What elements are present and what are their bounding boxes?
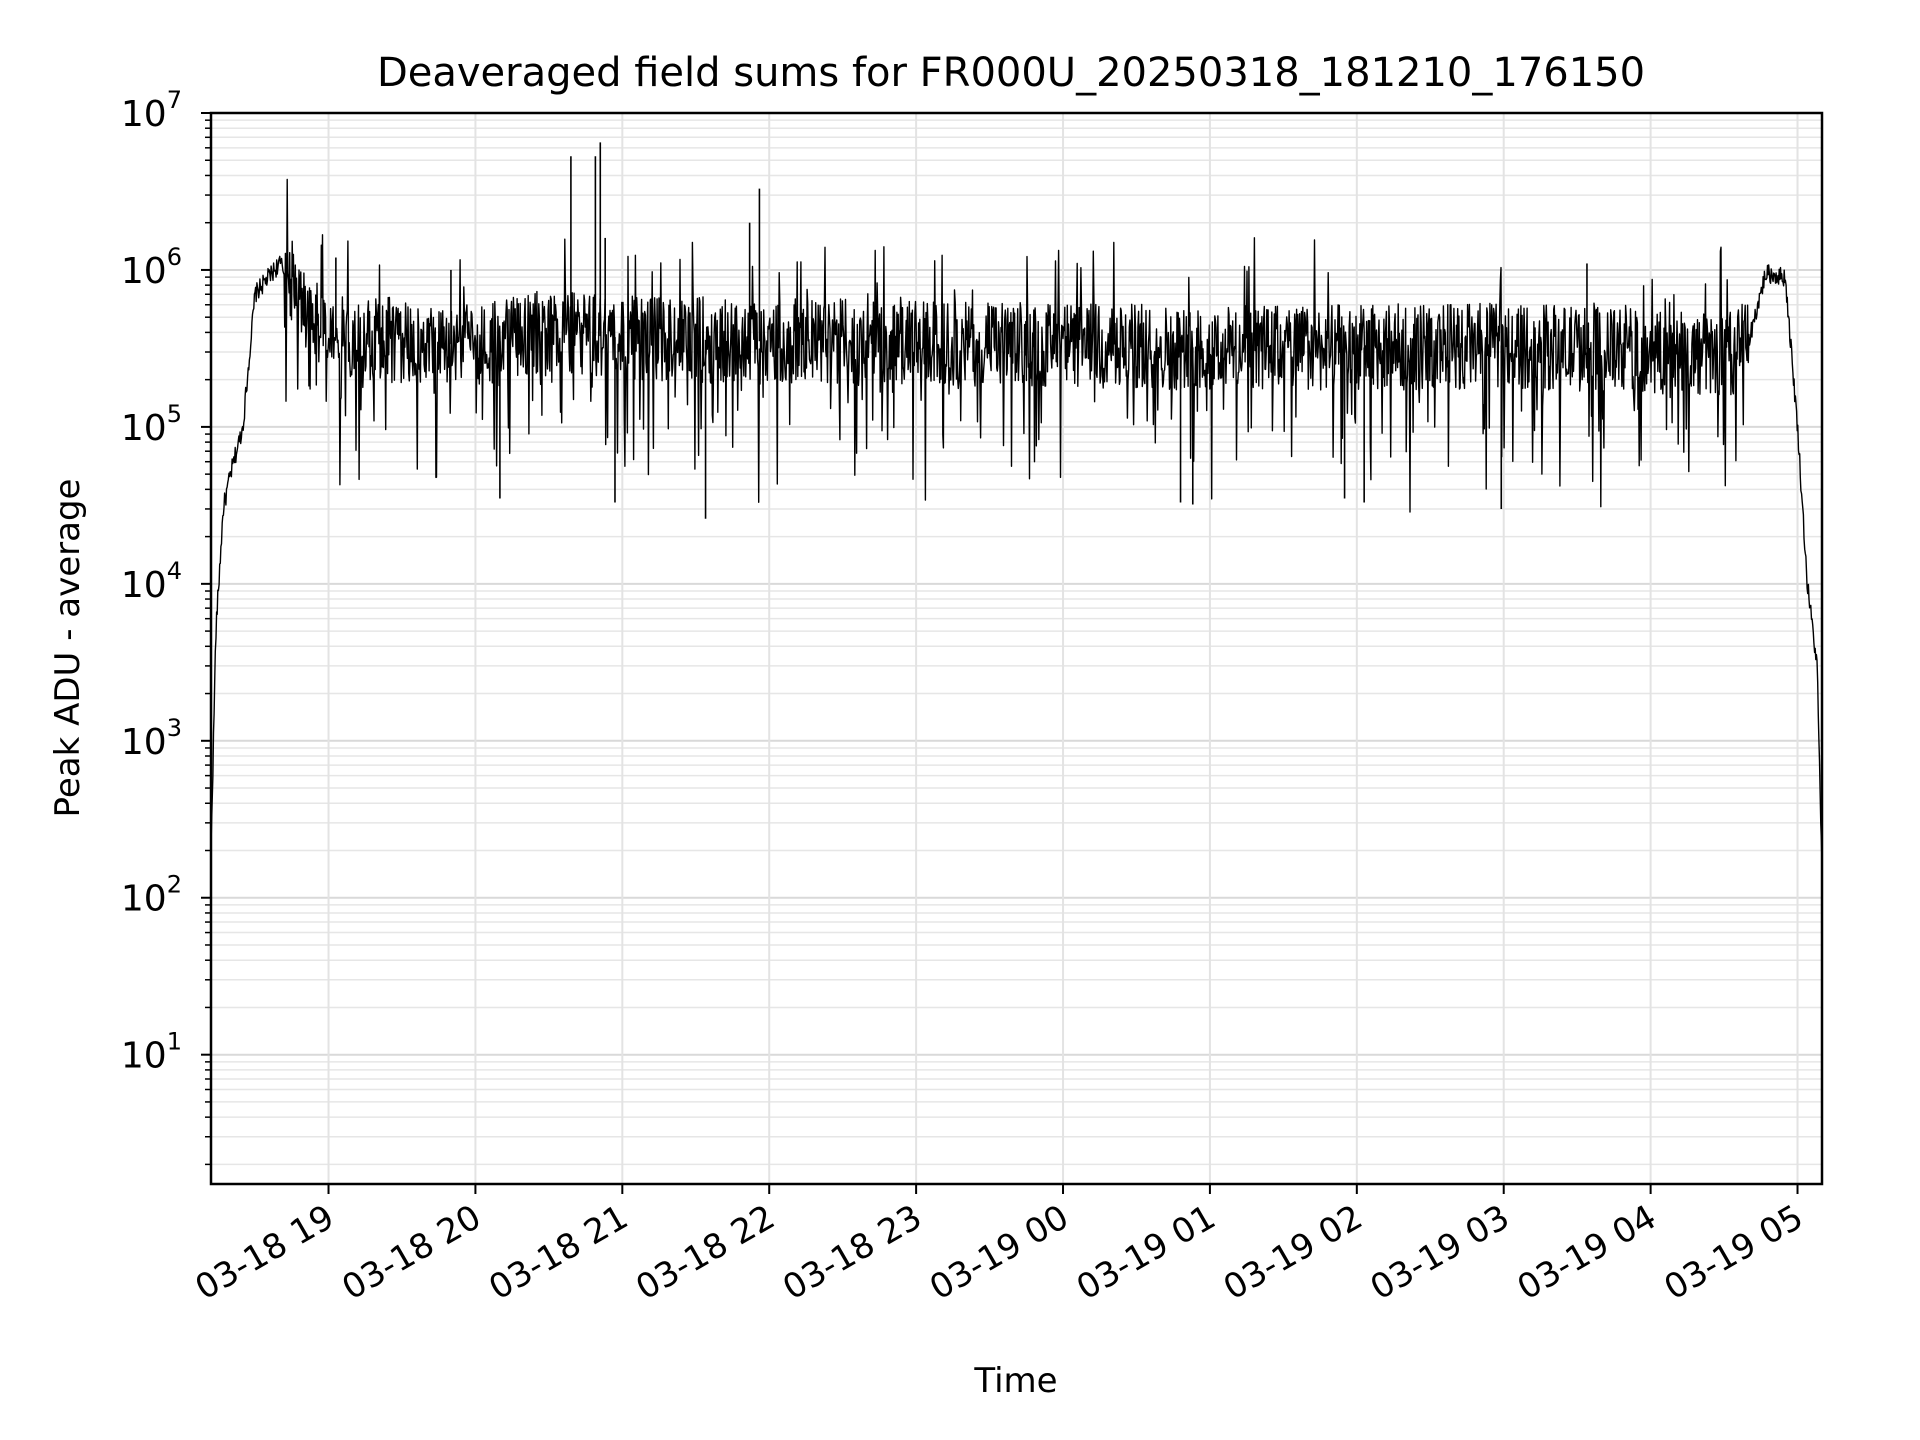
y-tick-label: 104 <box>121 557 182 606</box>
plot-frame <box>209 111 1824 1186</box>
grid-lines <box>211 112 1822 1184</box>
plot-data <box>210 142 1823 865</box>
x-tick-label: 03-19 05 <box>1658 1197 1810 1308</box>
chart-title: Deaveraged field sums for FR000U_2025031… <box>377 50 1645 96</box>
y-axis-label: Peak ADU - average <box>48 479 88 818</box>
x-axis-label: Time <box>973 1361 1057 1401</box>
x-tick-label: 03-18 19 <box>189 1197 341 1308</box>
y-tick-label: 106 <box>121 243 182 292</box>
y-tick-label: 107 <box>121 86 182 135</box>
y-tick-label: 101 <box>121 1028 182 1077</box>
x-tick-label: 03-19 01 <box>1070 1197 1222 1308</box>
x-tick-label: 03-19 04 <box>1511 1197 1663 1308</box>
x-tick-label: 03-18 21 <box>482 1197 634 1308</box>
x-tick-label: 03-18 23 <box>776 1197 928 1308</box>
data-line <box>210 178 1823 865</box>
x-tick-label: 03-19 03 <box>1364 1197 1516 1308</box>
x-tick-label: 03-19 00 <box>923 1197 1075 1308</box>
y-tick-label: 103 <box>121 714 182 763</box>
x-tick-label: 03-18 22 <box>629 1197 781 1308</box>
y-tick-label: 102 <box>121 871 182 920</box>
x-tick-label: 03-19 02 <box>1217 1197 1369 1308</box>
x-tick-label: 03-18 20 <box>336 1197 488 1308</box>
y-tick-label: 105 <box>121 400 182 449</box>
